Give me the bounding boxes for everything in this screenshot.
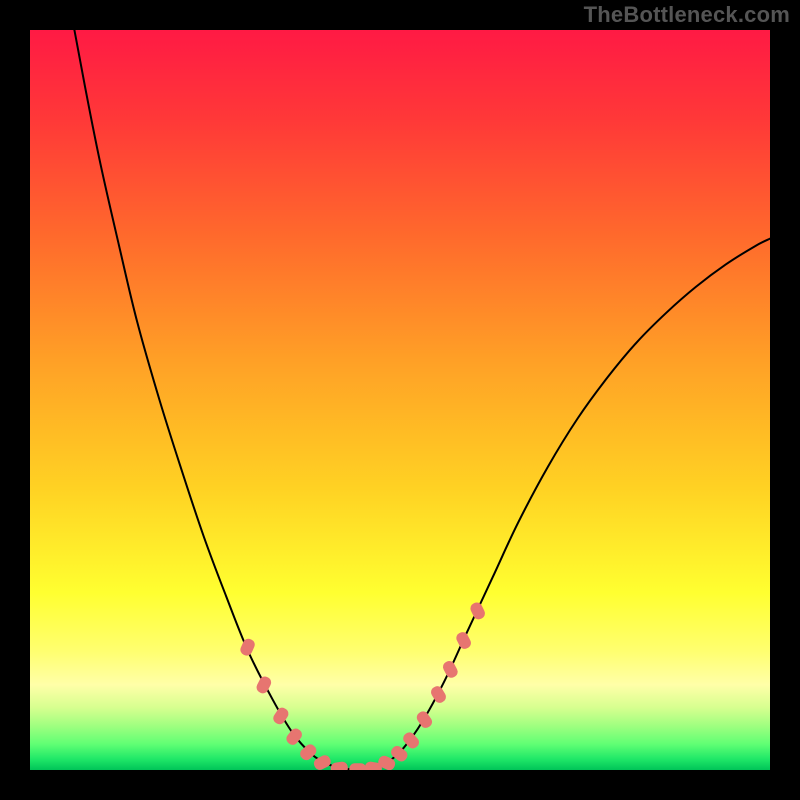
plot-svg [30,30,770,770]
data-marker [350,764,366,770]
chart-container: TheBottleneck.com [0,0,800,800]
watermark-text: TheBottleneck.com [584,2,790,28]
gradient-background [30,30,770,770]
